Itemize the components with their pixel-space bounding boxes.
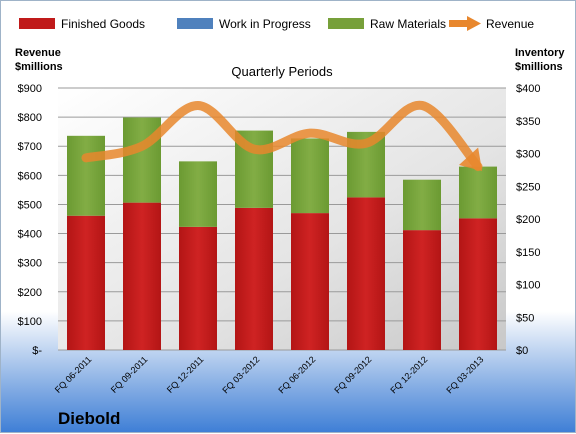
- bar-raw-materials: [403, 180, 441, 230]
- y-left-tick-label: $800: [18, 112, 42, 124]
- y-left-tick-label: $-: [32, 345, 42, 357]
- legend-swatch-raw-materials: [328, 18, 364, 29]
- y-left-tick-label: $900: [18, 83, 42, 95]
- x-tick-label: FQ 06-2011: [53, 354, 94, 395]
- x-tick-label: FQ 03-2012: [220, 354, 261, 395]
- x-tick-label: FQ 12-2011: [165, 354, 206, 395]
- y-right-tick-label: $0: [516, 345, 528, 357]
- y-right-tick-label: $350: [516, 116, 540, 128]
- legend: Finished Goods Work in Progress Raw Materi…: [19, 16, 534, 31]
- y-left-axis-title: Revenue$millions: [15, 47, 63, 73]
- legend-arrowhead-revenue: [467, 16, 481, 31]
- y-right-tick-label: $300: [516, 149, 540, 161]
- y-right-axis-title: Inventory$millions: [515, 47, 565, 73]
- bar-finished-goods: [179, 227, 217, 350]
- bar-finished-goods: [235, 208, 273, 350]
- y-left-tick-label: $100: [18, 316, 42, 328]
- x-tick-label: FQ 09-2011: [109, 354, 150, 395]
- bar-raw-materials: [179, 161, 217, 227]
- company-name: Diebold: [58, 409, 120, 428]
- y-left-tick-label: $500: [18, 199, 42, 211]
- x-tick-label: FQ 06-2012: [276, 354, 317, 395]
- bar-raw-materials: [123, 117, 161, 202]
- y-right-tick-label: $400: [516, 83, 540, 95]
- bar-raw-materials: [291, 138, 329, 213]
- bar-finished-goods: [403, 230, 441, 350]
- x-tick-label: FQ 03-2013: [444, 354, 485, 395]
- x-tick-label: FQ 09-2012: [332, 354, 373, 395]
- y-left-tick-label: $300: [18, 258, 42, 270]
- chart-title: Quarterly Periods: [231, 64, 333, 79]
- y-left-tick-label: $600: [18, 170, 42, 182]
- bar-finished-goods: [291, 213, 329, 350]
- bar-finished-goods: [123, 203, 161, 350]
- y-left-tick-label: $700: [18, 141, 42, 153]
- bar-raw-materials: [67, 136, 105, 216]
- bar-finished-goods: [459, 218, 497, 350]
- x-tick-label: FQ 12-2012: [388, 354, 429, 395]
- y-left-tick-label: $200: [18, 287, 42, 299]
- legend-label-raw-materials: Raw Materials: [370, 17, 446, 31]
- legend-label-work-in-progress: Work in Progress: [219, 17, 311, 31]
- y-right-tick-label: $50: [516, 312, 534, 324]
- legend-label-revenue: Revenue: [486, 17, 534, 31]
- legend-label-finished-goods: Finished Goods: [61, 17, 145, 31]
- bar-raw-materials: [459, 167, 497, 219]
- legend-swatch-work-in-progress: [177, 18, 213, 29]
- legend-swatch-finished-goods: [19, 18, 55, 29]
- bar-finished-goods: [67, 216, 105, 350]
- y-right-tick-label: $150: [516, 247, 540, 259]
- y-right-tick-label: $250: [516, 181, 540, 193]
- y-left-tick-label: $400: [18, 229, 42, 241]
- y-right-tick-label: $200: [516, 214, 540, 226]
- bar-finished-goods: [347, 197, 385, 350]
- y-right-tick-label: $100: [516, 280, 540, 292]
